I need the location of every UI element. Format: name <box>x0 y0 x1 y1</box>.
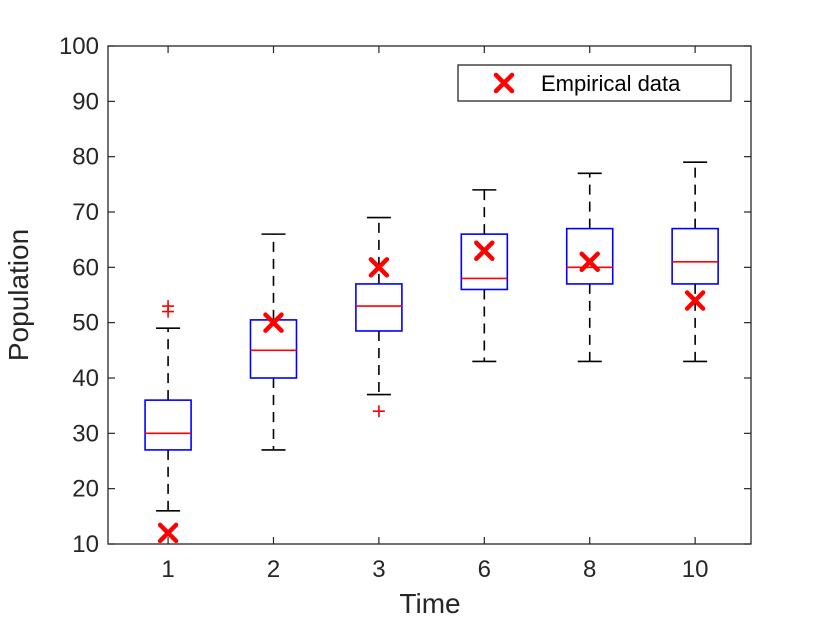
y-tick-label: 50 <box>72 310 99 337</box>
iqr-box <box>355 283 403 332</box>
empirical-point <box>684 290 706 311</box>
outlier-marker <box>162 300 175 313</box>
y-tick-label: 30 <box>72 420 99 447</box>
y-tick-label: 60 <box>72 254 99 281</box>
x-axis-label: Time <box>399 588 460 619</box>
box-group-1 <box>144 300 192 512</box>
empirical-point <box>368 257 390 278</box>
y-tick-label: 70 <box>72 199 99 226</box>
x-tick-label: 1 <box>161 556 174 583</box>
x-tick-label: 6 <box>478 556 491 583</box>
iqr-box <box>671 227 719 285</box>
y-tick-label: 20 <box>72 476 99 503</box>
x-tick-label: 8 <box>583 556 596 583</box>
box-group-6 <box>460 189 509 363</box>
iqr-box <box>565 227 614 285</box>
y-axis-label: Population <box>3 229 34 361</box>
empirical-point <box>157 522 179 544</box>
y-tick-label: 40 <box>72 365 99 392</box>
box-group-8 <box>565 172 614 363</box>
iqr-box <box>144 399 192 451</box>
x-tick-label: 10 <box>682 556 709 583</box>
legend-marker-x <box>493 72 515 94</box>
outlier-marker <box>372 405 385 418</box>
empirical-point <box>474 240 495 261</box>
x-tick-label: 2 <box>267 556 280 583</box>
legend-entry-empirical: Empirical data <box>541 71 681 96</box>
x-axis: 1 2 3 6 8 10 <box>161 46 708 583</box>
box-group-3 <box>355 216 403 418</box>
y-tick-label: 100 <box>59 33 99 60</box>
x-tick-label: 3 <box>372 556 385 583</box>
y-tick-label: 80 <box>72 144 99 171</box>
y-axis: 10 20 30 40 50 60 70 80 90 100 <box>59 33 751 558</box>
plot-area <box>108 46 751 544</box>
empirical-layer <box>157 240 706 544</box>
plot-frame <box>107 45 752 545</box>
empirical-point <box>579 251 600 273</box>
y-tick-label: 10 <box>72 531 99 558</box>
boxes-layer <box>144 161 719 512</box>
empirical-point <box>263 312 284 333</box>
y-tick-label: 90 <box>72 88 99 115</box>
iqr-box <box>460 233 509 291</box>
box-group-10 <box>671 161 719 363</box>
legend: Empirical data <box>457 64 732 102</box>
